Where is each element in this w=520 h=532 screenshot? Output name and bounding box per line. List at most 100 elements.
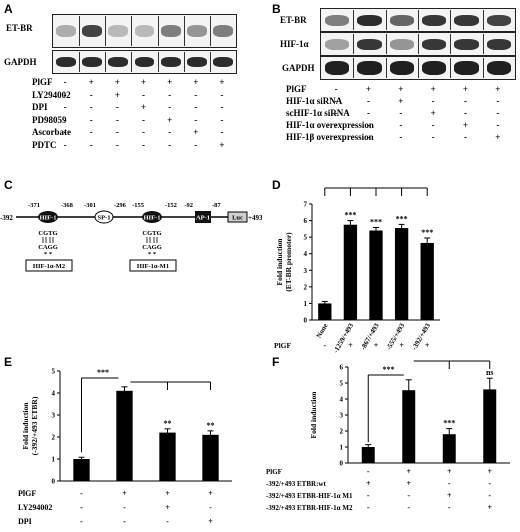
blot-band: [357, 38, 382, 50]
condition-sign: +: [140, 77, 147, 87]
significance-label: **: [164, 419, 172, 428]
ap1-site: [195, 211, 211, 223]
lane-divider: [353, 58, 355, 78]
mutant-box-m1: [129, 259, 177, 272]
lane-divider: [353, 34, 355, 54]
condition-sign: -: [63, 89, 67, 100]
lane-divider: [418, 10, 419, 30]
blot-band: [56, 57, 76, 67]
condition-label: HIF-1α siRNA: [286, 96, 343, 106]
condition-sign: -: [334, 132, 338, 142]
condition-sign: -: [142, 127, 145, 137]
condition-sign: -: [488, 491, 491, 500]
condition-sign: -: [123, 517, 126, 526]
blot-label-etbr-b: ET-BR: [280, 15, 307, 25]
condition-sign: +: [114, 77, 120, 87]
condition-sign: -: [220, 127, 224, 137]
hif1-m2-left: -371: [28, 202, 40, 209]
blot-band: [486, 61, 512, 75]
condition-sign: +: [219, 77, 225, 87]
condition-sign: -: [464, 132, 467, 142]
blot-label-hif1a: HIF-1α: [280, 39, 309, 49]
blot-band: [134, 57, 155, 67]
condition-sign: +: [374, 341, 379, 350]
hif1-site-m2: [38, 211, 58, 223]
bar: [420, 242, 434, 320]
y-tick-label: 6: [340, 364, 344, 372]
y-tick-label: 1: [304, 300, 308, 308]
lane-divider: [450, 10, 452, 30]
condition-sign: -: [115, 102, 119, 112]
condition-sign: -: [464, 108, 467, 118]
condition-sign: -: [168, 89, 172, 100]
m1-marks: * *: [148, 251, 156, 258]
condition-sign: -: [194, 89, 198, 100]
chart-d: 0 1 2 3 4 5 6 7 Fold induction (ET-BR promoter) **…: [274, 187, 440, 354]
condition-label: PlGF: [274, 341, 291, 350]
blot-band: [82, 25, 103, 37]
category-label: None: [315, 322, 330, 339]
condition-sign: -: [142, 114, 145, 125]
lane-divider: [450, 34, 452, 54]
condition-sign: -: [194, 139, 198, 150]
blot-band: [186, 25, 207, 37]
condition-sign: -: [168, 127, 172, 137]
condition-sign: -: [431, 120, 435, 130]
condition-sign: -: [80, 503, 83, 512]
condition-sign: -: [407, 503, 410, 512]
y-tick-label: 1: [52, 456, 56, 464]
condition-label: PlGF: [18, 489, 36, 498]
m2-mut-seq: CAGG: [38, 244, 58, 251]
significance-label: ns: [486, 368, 494, 377]
blot-gapdh-b: [320, 56, 516, 80]
y-tick-label: 3: [304, 267, 308, 275]
condition-sign: -: [168, 139, 172, 150]
blot-band: [160, 25, 181, 37]
condition-sign: -: [334, 108, 338, 118]
condition-sign: +: [167, 77, 173, 87]
condition-sign: +: [167, 114, 173, 125]
bar: [202, 434, 219, 481]
hif1-site-m1: [142, 211, 162, 223]
condition-sign: -: [89, 127, 93, 137]
condition-sign: +: [425, 341, 430, 350]
condition-sign: +: [406, 479, 411, 488]
sp1-site: [94, 210, 114, 224]
blot-label-gapdh: GAPDH: [4, 57, 37, 67]
bar: [343, 224, 358, 320]
condition-sign: -: [123, 503, 126, 512]
blot-band: [324, 38, 350, 50]
condition-sign: -: [496, 108, 500, 118]
y-axis-label: (-392/+493 ETBR): [30, 396, 39, 455]
y-tick-label: 2: [304, 283, 308, 291]
condition-sign: +: [114, 89, 120, 100]
condition-sign: -: [496, 120, 500, 130]
panel-a-letter: A: [4, 2, 13, 16]
blot-band: [486, 38, 512, 50]
sp1-left: -301: [84, 202, 96, 209]
condition-sign: +: [399, 341, 404, 350]
y-tick-label: 4: [304, 250, 308, 258]
significance-label: **: [207, 421, 215, 430]
condition-sign: -: [63, 77, 67, 87]
condition-sign: -: [464, 96, 467, 106]
condition-sign: -: [431, 132, 435, 142]
y-tick-label: 4: [52, 390, 56, 398]
condition-sign: +: [348, 341, 353, 350]
condition-sign: +: [398, 84, 404, 94]
condition-sign: -: [142, 139, 145, 150]
significance-label: ***: [344, 211, 356, 220]
condition-sign: +: [208, 517, 213, 526]
lane-divider: [157, 16, 159, 46]
condition-sign: +: [495, 132, 501, 142]
lane-divider: [105, 52, 107, 72]
condition-sign: +: [462, 120, 469, 130]
y-tick-label: 0: [304, 317, 308, 325]
condition-sign: +: [487, 503, 492, 512]
condition-sign: -: [399, 120, 403, 130]
lane-divider: [482, 34, 484, 54]
condition-sign: +: [165, 503, 170, 512]
condition-sign: -: [63, 102, 67, 112]
panel-b-letter: B: [272, 2, 281, 16]
